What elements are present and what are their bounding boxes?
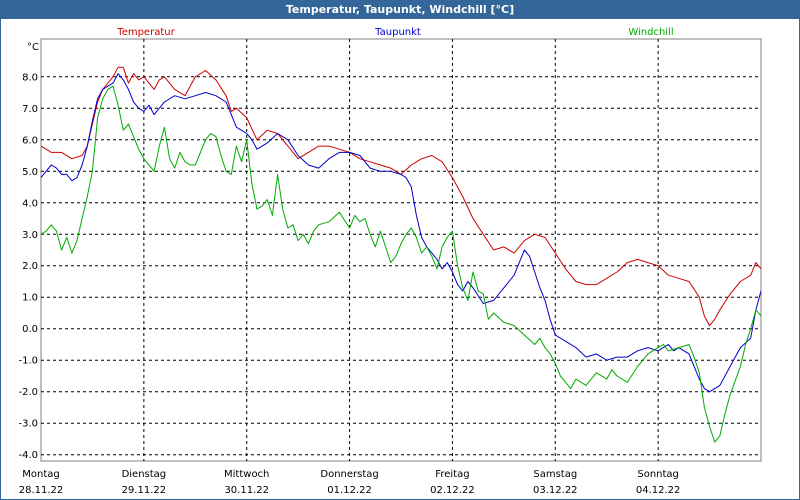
x-tick-date: 30.11.22: [224, 485, 269, 496]
y-tick-label: 8.0: [22, 72, 38, 83]
x-tick-day: Freitag: [435, 469, 469, 480]
x-tick-day: Mittwoch: [224, 469, 269, 480]
plot-area: [40, 38, 762, 462]
x-axis: Montag 28.11.22 Dienstag 29.11.22 Mittwoch 30…: [19, 469, 681, 496]
y-tick-label: 6.0: [22, 135, 38, 146]
x-tick-day: Sonntag: [637, 469, 679, 480]
series-line-temperatur: [40, 66, 762, 327]
x-tick-day: Donnerstag: [320, 469, 378, 480]
x-tick-date: 29.11.22: [122, 485, 167, 496]
grid: [41, 39, 761, 461]
y-tick-label: 5.0: [22, 167, 38, 178]
x-tick-date: 01.12.22: [327, 485, 372, 496]
chart-title: Temperatur, Taupunkt, Windchill [°C]: [1, 1, 799, 19]
x-tick-day: Samstag: [533, 469, 577, 480]
x-tick-date: 04.12.22: [636, 485, 681, 496]
legend-windchill: Windchill: [628, 27, 673, 38]
y-tick-label: 7.0: [22, 104, 38, 115]
y-tick-label: 2.0: [22, 261, 38, 272]
series-line-taupunkt: [40, 73, 762, 393]
x-tick-date: 28.11.22: [19, 485, 64, 496]
series-line-windchill: [40, 85, 762, 443]
y-tick-label: 3.0: [22, 230, 38, 241]
y-tick-label: 1.0: [22, 293, 38, 304]
y-axis: 8.0 7.0 6.0 5.0 4.0 3.0 2.0 1.0 0.0 -1.0 -2.0 -3.0 -…: [18, 72, 38, 461]
legend-temperatur: Temperatur: [116, 27, 175, 38]
y-tick-label: 0.0: [22, 324, 38, 335]
legend: Temperatur Taupunkt Windchill: [116, 27, 673, 38]
x-tick-date: 03.12.22: [533, 485, 578, 496]
y-axis-label: °C: [27, 42, 39, 53]
x-tick-day: Dienstag: [122, 469, 167, 480]
y-tick-label: -3.0: [18, 419, 38, 430]
x-tick-date: 02.12.22: [430, 485, 475, 496]
y-tick-label: 4.0: [22, 198, 38, 209]
y-tick-label: -4.0: [18, 450, 38, 461]
y-tick-label: -1.0: [18, 356, 38, 367]
legend-taupunkt: Taupunkt: [374, 27, 421, 38]
series-lines: [40, 66, 762, 443]
y-tick-label: -2.0: [18, 387, 38, 398]
x-tick-day: Montag: [22, 469, 59, 480]
